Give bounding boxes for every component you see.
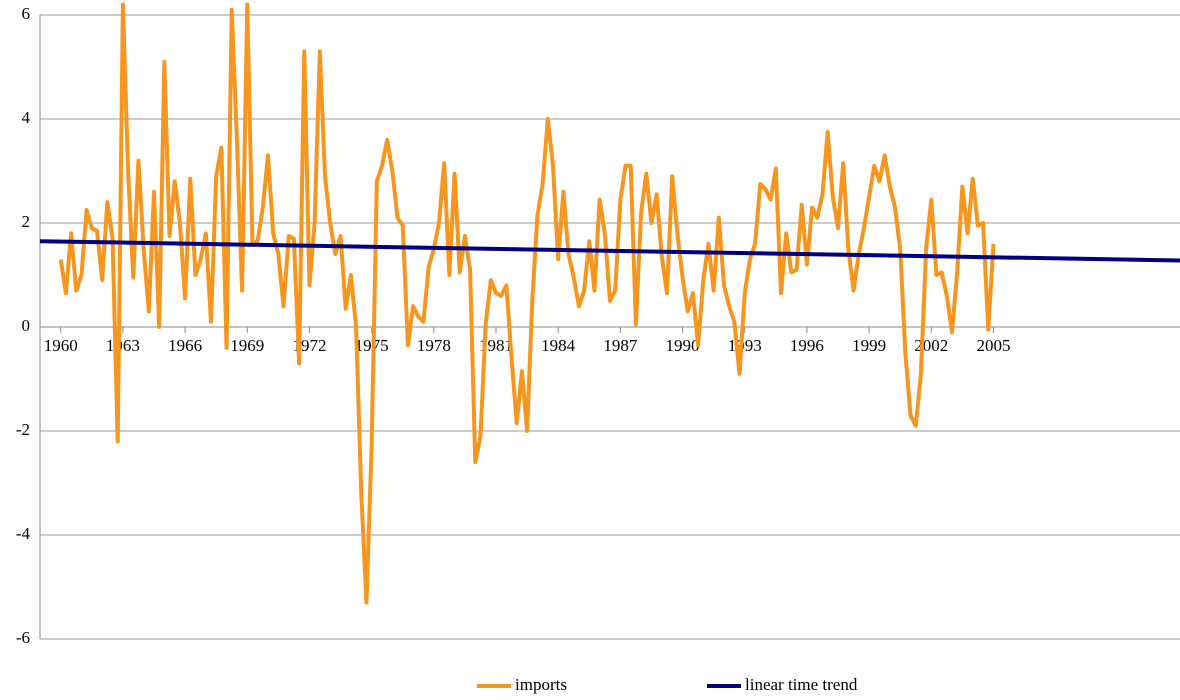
x-tick-label: 1963 bbox=[106, 336, 140, 355]
x-tick-label: 1966 bbox=[168, 336, 202, 355]
y-tick-label: 0 bbox=[22, 316, 31, 335]
y-tick-label: -4 bbox=[16, 524, 31, 543]
data-line bbox=[39, 239, 1180, 263]
data-line bbox=[58, 2, 996, 605]
x-tick-label: 1987 bbox=[603, 336, 638, 355]
x-tick-label: 1981 bbox=[479, 336, 513, 355]
x-tick-label: 2005 bbox=[976, 336, 1010, 355]
x-tick-label: 1984 bbox=[541, 336, 576, 355]
x-tick-label: 1978 bbox=[417, 336, 451, 355]
y-tick-label: -6 bbox=[16, 628, 30, 647]
x-tick-label: 1999 bbox=[852, 336, 886, 355]
x-tick-label: 1969 bbox=[230, 336, 264, 355]
x-tick-label: 1990 bbox=[666, 336, 700, 355]
x-tick-label: 1996 bbox=[790, 336, 824, 355]
legend-label: imports bbox=[515, 675, 567, 694]
x-tick-label: 1960 bbox=[44, 336, 78, 355]
y-tick-label: 4 bbox=[22, 108, 31, 127]
legend-label: linear time trend bbox=[745, 675, 858, 694]
y-tick-label: 6 bbox=[22, 4, 31, 23]
x-tick-label: 2002 bbox=[914, 336, 948, 355]
y-tick-label: 2 bbox=[22, 212, 31, 231]
x-tick-label: 1993 bbox=[728, 336, 762, 355]
y-tick-label: -2 bbox=[16, 420, 30, 439]
